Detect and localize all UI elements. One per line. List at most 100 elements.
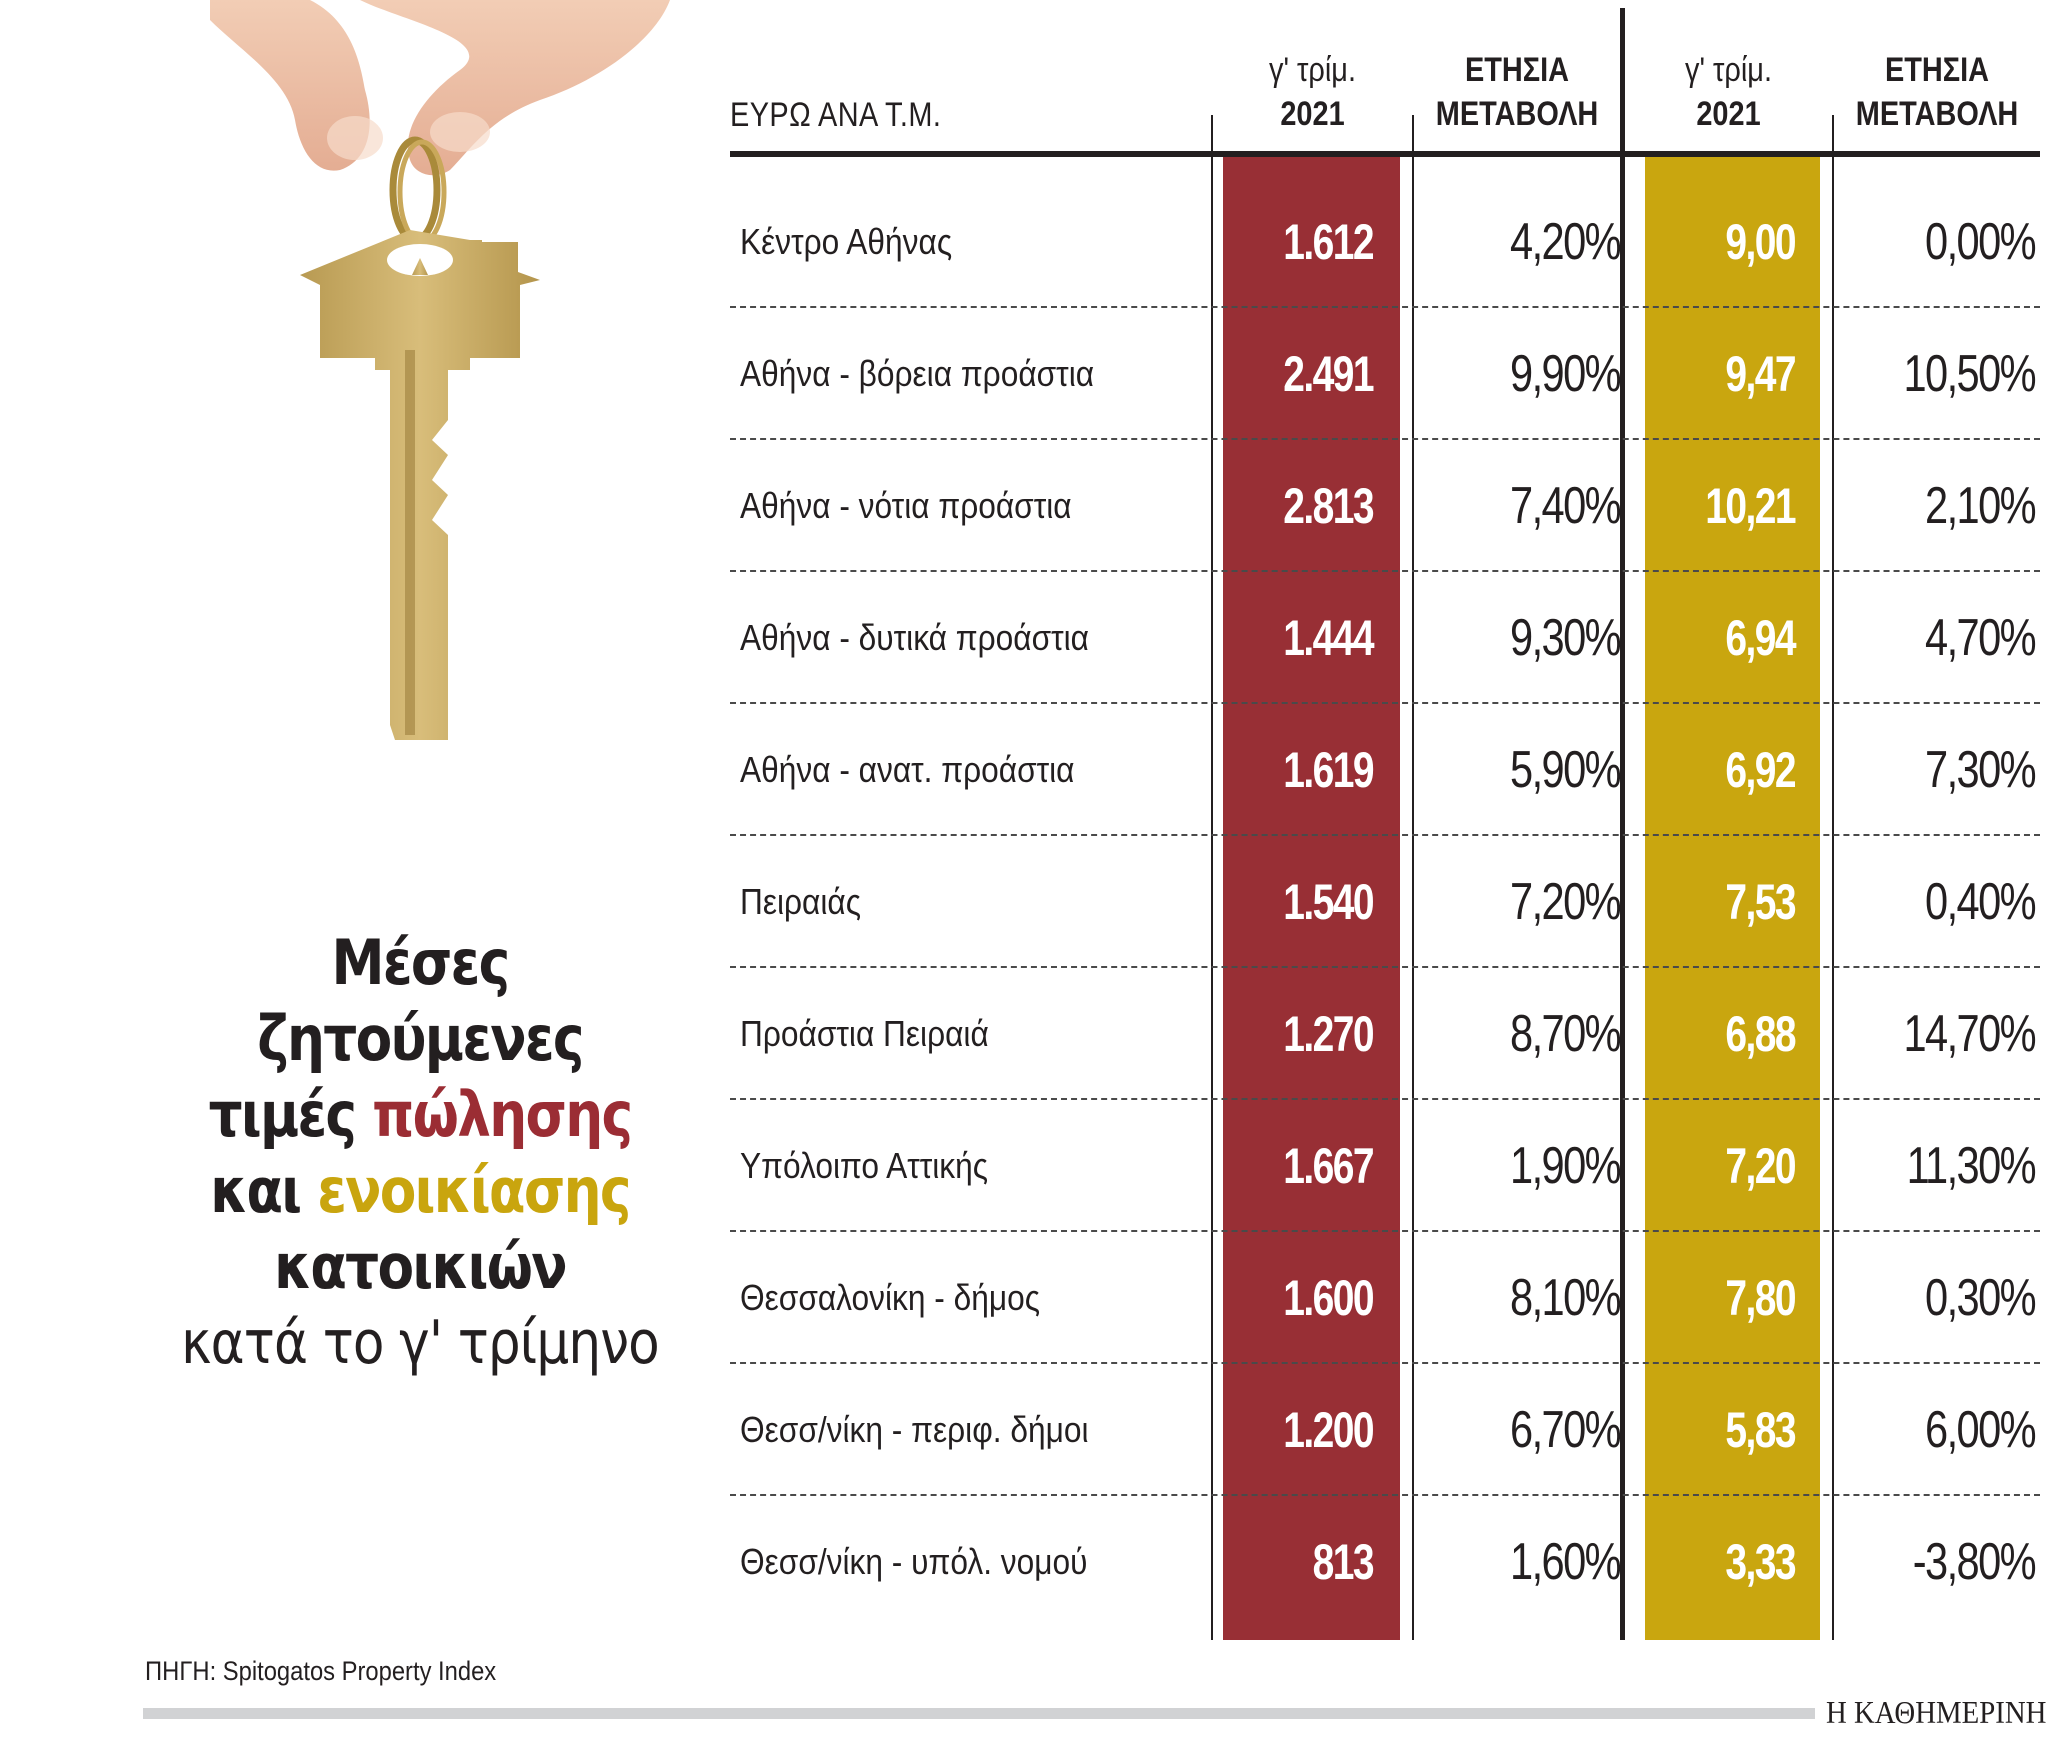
header-rent-change-line2: ΜΕΤΑΒΟΛΗ: [1855, 95, 2019, 133]
region-name: Θεσσ/νίκη - περιφ. δήμοι: [740, 1409, 1089, 1450]
title-line-3: τιμές πώλησης: [171, 1077, 670, 1153]
row-divider: [730, 834, 2040, 836]
sale-price-value: 813: [1312, 1534, 1375, 1590]
sale-price-value: 1.444: [1283, 610, 1374, 666]
header-rent-price-period: γ' τρίμ.: [1685, 51, 1772, 89]
title-line-4: και ενοικίασης: [171, 1153, 670, 1229]
rent-price-value: 5,83: [1725, 1402, 1796, 1458]
header-sale-price-year: 2021: [1280, 95, 1345, 133]
rent-price-value: 6,88: [1725, 1006, 1796, 1062]
region-name: Υπόλοιπο Αττικής: [740, 1145, 989, 1186]
header-sale-price: γ' τρίμ. 2021: [1213, 48, 1412, 136]
rent-price-value: 10,21: [1705, 478, 1796, 534]
sale-change-value: 9,90%: [1510, 345, 1622, 403]
sale-change-value: 5,90%: [1510, 741, 1622, 799]
region-name: Αθήνα - νότια προάστια: [740, 485, 1072, 526]
sale-change-value: 7,40%: [1510, 477, 1622, 535]
region-name: Αθήνα - δυτικά προάστια: [740, 617, 1090, 658]
row-divider: [730, 966, 2040, 968]
sale-price-value: 1.667: [1283, 1138, 1374, 1194]
table-row: Θεσσ/νίκη - περιφ. δήμοι 1.200 6,70% 5,8…: [730, 1364, 2040, 1496]
divider-sale-rent-thick: [1620, 8, 1625, 1640]
footer-bar: [143, 1708, 1815, 1719]
sale-price-value: 1.270: [1283, 1006, 1374, 1062]
sale-change-value: 8,70%: [1510, 1005, 1622, 1063]
rent-change-value: 10,50%: [1903, 345, 2037, 403]
sale-change-value: 1,90%: [1510, 1137, 1622, 1195]
sale-price-value: 1.600: [1283, 1270, 1374, 1326]
region-name: Πειραιάς: [740, 881, 861, 922]
divider-before-sale-price: [1211, 115, 1213, 1640]
header-rent-price: γ' τρίμ. 2021: [1625, 48, 1832, 136]
rent-change-value: 6,00%: [1925, 1401, 2037, 1459]
rent-change-value: 0,40%: [1925, 873, 2037, 931]
rent-change-value: 7,30%: [1925, 741, 2037, 799]
header-rent-price-year: 2021: [1696, 95, 1761, 133]
table-row: Θεσσαλονίκη - δήμος 1.600 8,10% 7,80 0,3…: [730, 1232, 2040, 1364]
row-divider: [730, 1494, 2040, 1496]
header-sale-change: ΕΤΗΣΙΑ ΜΕΤΑΒΟΛΗ: [1414, 48, 1620, 136]
table-row: Προάστια Πειραιά 1.270 8,70% 6,88 14,70%: [730, 968, 2040, 1100]
table-row: Θεσσ/νίκη - υπόλ. νομού 813 1,60% 3,33 -…: [730, 1496, 2040, 1628]
price-table: ΕΥΡΩ ΑΝΑ Τ.Μ. γ' τρίμ. 2021 ΕΤΗΣΙΑ ΜΕΤΑΒ…: [730, 0, 2040, 1660]
rent-price-value: 7,20: [1725, 1138, 1796, 1194]
rent-price-value: 9,00: [1725, 214, 1796, 270]
rent-change-value: 11,30%: [1906, 1137, 2037, 1195]
divider-before-sale-change: [1412, 115, 1414, 1640]
sale-change-value: 9,30%: [1510, 609, 1622, 667]
rent-price-value: 6,94: [1725, 610, 1796, 666]
title-subtitle: κατά το γ' τρίμηνο: [181, 1308, 660, 1378]
sale-price-value: 1.200: [1283, 1402, 1374, 1458]
sale-change-value: 7,20%: [1510, 873, 1622, 931]
publisher-logo: Η ΚΑΘΗΜΕΡΙΝΗ: [1826, 1694, 2047, 1730]
sale-change-value: 4,20%: [1510, 213, 1622, 271]
title-line-1: Μέσες: [331, 926, 511, 999]
title-highlight-rent: ενοικίασης: [317, 1154, 631, 1227]
row-divider: [730, 306, 2040, 308]
sale-price-band: [1223, 157, 1400, 1640]
region-name: Αθήνα - ανατ. προάστια: [740, 749, 1075, 790]
sale-price-value: 1.540: [1283, 874, 1374, 930]
rent-price-value: 9,47: [1725, 346, 1796, 402]
sale-price-value: 2.813: [1283, 478, 1374, 534]
row-divider: [730, 702, 2040, 704]
row-divider: [730, 438, 2040, 440]
header-unit-label: ΕΥΡΩ ΑΝΑ Τ.Μ.: [730, 96, 942, 134]
table-row: Πειραιάς 1.540 7,20% 7,53 0,40%: [730, 836, 2040, 968]
rent-price-value: 3,33: [1725, 1534, 1796, 1590]
title-line-5: κατοικιών: [274, 1230, 568, 1303]
header-sale-change-line1: ΕΤΗΣΙΑ: [1464, 51, 1570, 89]
rent-change-value: 0,30%: [1925, 1269, 2037, 1327]
sale-price-value: 1.619: [1283, 742, 1374, 798]
sale-price-value: 1.612: [1283, 214, 1374, 270]
divider-before-rent-change: [1832, 115, 1834, 1640]
region-name: Θεσσ/νίκη - υπόλ. νομού: [740, 1541, 1088, 1582]
sale-price-value: 2.491: [1283, 346, 1374, 402]
table-row: Κέντρο Αθήνας 1.612 4,20% 9,00 0,00%: [730, 176, 2040, 308]
rent-change-value: 0,00%: [1925, 213, 2037, 271]
chart-title: Μέσες ζητούμενες τιμές πώλησης και ενοικ…: [130, 925, 710, 1381]
header-sale-change-line2: ΜΕΤΑΒΟΛΗ: [1435, 95, 1599, 133]
header-rule: [730, 151, 2040, 157]
rent-price-band: [1645, 157, 1820, 1640]
table-row: Αθήνα - ανατ. προάστια 1.619 5,90% 6,92 …: [730, 704, 2040, 836]
house-key-icon: [210, 0, 670, 740]
title-line-4-prefix: και: [210, 1154, 318, 1227]
table-row: Αθήνα - νότια προάστια 2.813 7,40% 10,21…: [730, 440, 2040, 572]
source-note: ΠΗΓΗ: Spitogatos Property Index: [145, 1656, 497, 1686]
table-row: Υπόλοιπο Αττικής 1.667 1,90% 7,20 11,30%: [730, 1100, 2040, 1232]
header-rent-change-line1: ΕΤΗΣΙΑ: [1884, 51, 1990, 89]
sale-change-value: 8,10%: [1510, 1269, 1622, 1327]
hand-holding-house-key-illustration: [200, 0, 700, 880]
rent-change-value: -3,80%: [1912, 1533, 2037, 1591]
region-name: Θεσσαλονίκη - δήμος: [740, 1277, 1041, 1318]
rent-change-value: 4,70%: [1925, 609, 2037, 667]
rent-change-value: 2,10%: [1925, 477, 2037, 535]
sale-change-value: 1,60%: [1510, 1533, 1622, 1591]
title-line-2: ζητούμενες: [257, 1002, 584, 1075]
table-row: Αθήνα - δυτικά προάστια 1.444 9,30% 6,94…: [730, 572, 2040, 704]
row-divider: [730, 570, 2040, 572]
sale-change-value: 6,70%: [1510, 1401, 1622, 1459]
header-rent-change: ΕΤΗΣΙΑ ΜΕΤΑΒΟΛΗ: [1834, 48, 2040, 136]
region-name: Προάστια Πειραιά: [740, 1013, 989, 1054]
